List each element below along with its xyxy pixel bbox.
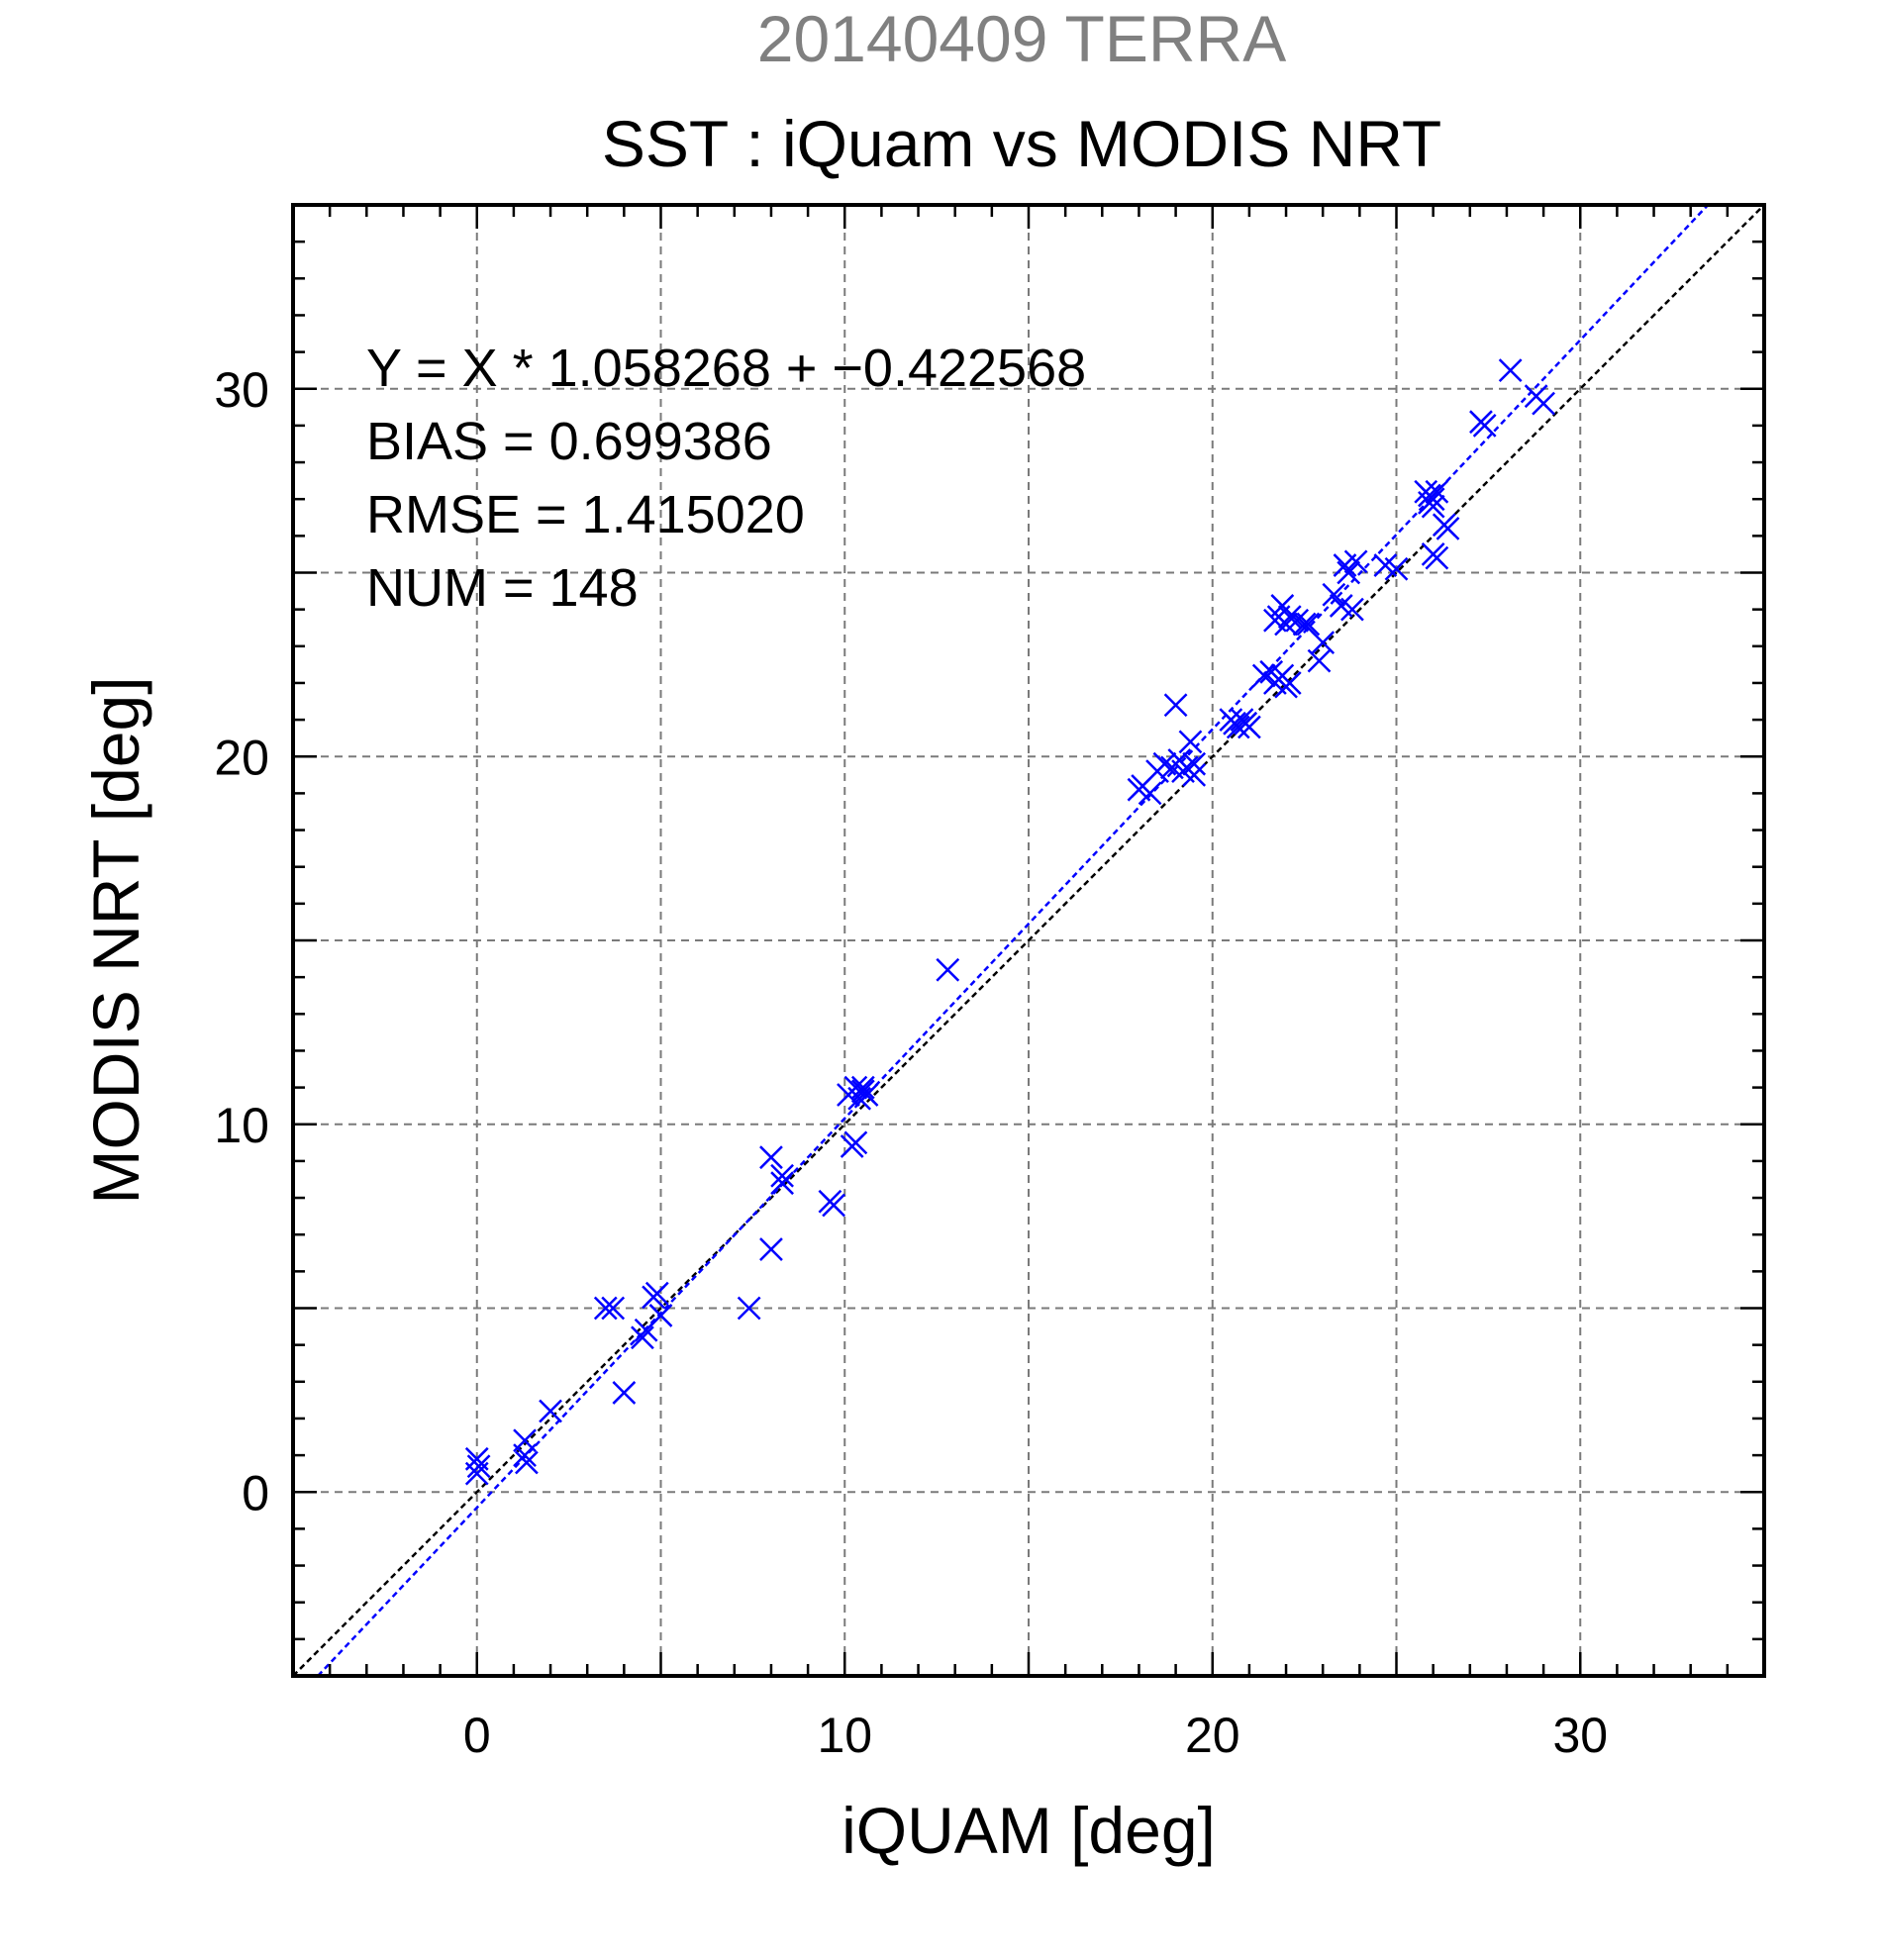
x-tick-label: 20 [1185,1708,1240,1763]
data-point [539,1399,562,1423]
data-point [843,1130,868,1155]
y-tick-labels: 0 10 20 30 [214,362,269,1521]
data-points [464,358,1555,1486]
data-point [1498,358,1523,383]
y-tick-label: 0 [242,1465,269,1520]
data-point [1307,648,1332,673]
data-point [513,1443,537,1467]
x-tick-label: 10 [817,1708,872,1763]
x-tick-label: 0 [463,1708,491,1763]
data-point [1532,391,1555,416]
data-point [1182,751,1207,776]
data-point [644,1281,669,1306]
chart-subtitle: 20140409 TERRA [757,2,1286,75]
data-point [1277,605,1302,629]
data-point [1436,517,1460,540]
regression-equation: Y = X * 1.058268 + −0.422568 [366,339,1086,398]
data-point [1425,545,1449,570]
data-point [1421,487,1445,512]
data-point [1340,597,1364,622]
reference-lines [292,204,1765,1677]
data-point [1343,549,1368,574]
data-point [631,1325,654,1350]
data-point [466,1454,491,1479]
data-point [1182,762,1207,787]
x-axis-label: iQUAM [deg] [842,1794,1216,1867]
x-tick-label: 30 [1552,1708,1608,1763]
data-point [1251,663,1276,688]
data-point [464,1461,489,1486]
data-point [759,1145,783,1170]
data-point [1152,751,1177,776]
data-point [648,1304,673,1327]
data-point [1336,560,1361,585]
y-tick-label: 10 [214,1098,269,1153]
data-point [1277,671,1302,695]
data-point [1384,556,1409,581]
identity-line [292,204,1765,1677]
data-point [601,1296,626,1321]
data-point [1163,693,1188,718]
data-point [612,1381,637,1405]
data-point [936,957,960,982]
data-point [759,1237,783,1261]
data-point [1421,494,1445,519]
bias-value: BIAS = 0.699386 [366,412,772,471]
data-point [1311,631,1336,654]
data-point [1138,781,1162,806]
data-point [1238,715,1261,739]
stats-box: Y = X * 1.058268 + −0.422568 BIAS = 0.69… [366,339,1086,618]
y-axis-label: MODIS NRT [deg] [79,676,152,1204]
data-point [1178,730,1203,754]
data-point [850,1075,875,1100]
data-point [593,1296,618,1321]
data-point [1292,612,1317,637]
y-tick-label: 20 [214,730,269,785]
data-point [1472,414,1497,438]
num-value: NUM = 148 [366,558,639,618]
data-point [854,1083,879,1107]
data-point [515,1450,539,1475]
data-point [1425,479,1449,504]
plot-frame [291,203,1766,1678]
data-point [737,1296,761,1321]
regression-line [317,204,1710,1677]
data-point [1296,612,1321,637]
chart-title: SST : iQuam vs MODIS NRT [602,107,1441,180]
data-point [1226,715,1250,739]
y-tick-label: 30 [214,362,269,418]
data-point [770,1163,794,1188]
x-tick-labels: 0 10 20 30 [463,1708,1608,1763]
rmse-value: RMSE = 1.415020 [366,485,805,544]
data-point [822,1193,845,1218]
data-point [1322,582,1346,607]
data-point [770,1171,794,1196]
